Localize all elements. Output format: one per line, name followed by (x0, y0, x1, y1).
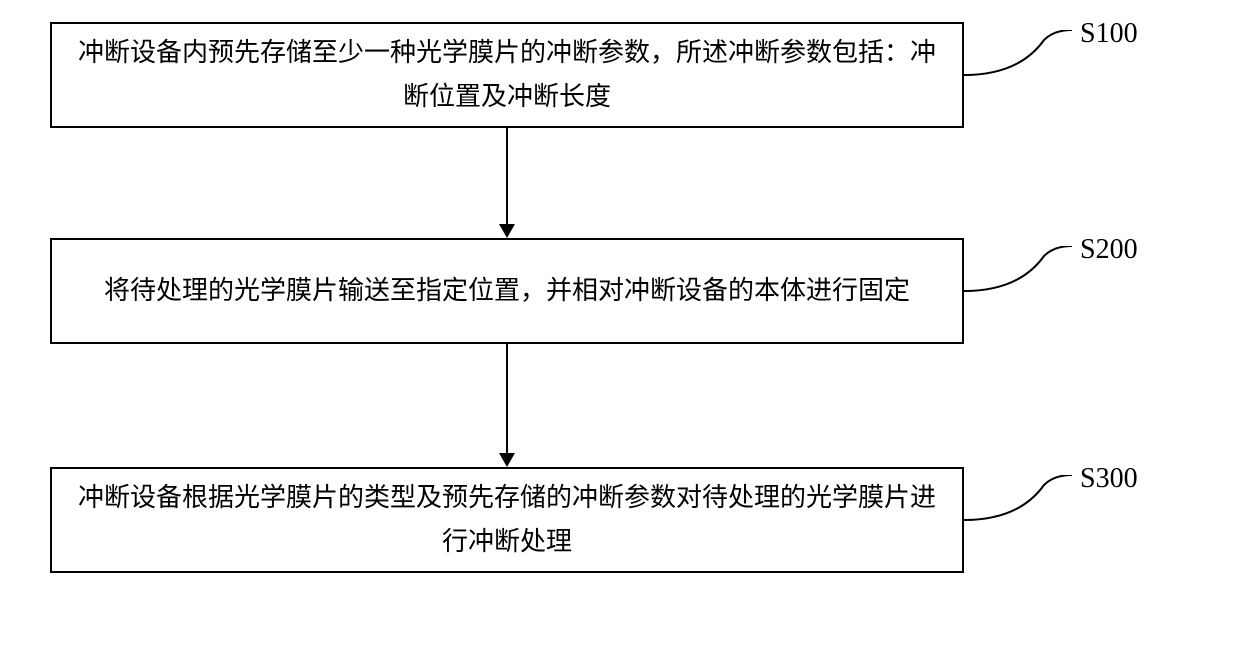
step-label-s300: S300 (1080, 463, 1138, 495)
arrow-head-2 (499, 453, 515, 467)
connector-s300 (964, 475, 1074, 525)
flowchart-container: 冲断设备内预先存储至少一种光学膜片的冲断参数，所述冲断参数包括：冲断位置及冲断长… (0, 0, 1240, 655)
step-label-s200: S200 (1080, 234, 1138, 266)
arrow-head-1 (499, 224, 515, 238)
step-text-s100: 冲断设备内预先存储至少一种光学膜片的冲断参数，所述冲断参数包括：冲断位置及冲断长… (72, 31, 942, 119)
step-box-s100: 冲断设备内预先存储至少一种光学膜片的冲断参数，所述冲断参数包括：冲断位置及冲断长… (50, 22, 964, 128)
step-box-s300: 冲断设备根据光学膜片的类型及预先存储的冲断参数对待处理的光学膜片进行冲断处理 (50, 467, 964, 573)
step-box-s200: 将待处理的光学膜片输送至指定位置，并相对冲断设备的本体进行固定 (50, 238, 964, 344)
arrow-line-1 (506, 128, 508, 224)
connector-s200 (964, 246, 1074, 296)
step-text-s200: 将待处理的光学膜片输送至指定位置，并相对冲断设备的本体进行固定 (104, 269, 910, 313)
connector-s100 (964, 30, 1074, 80)
step-text-s300: 冲断设备根据光学膜片的类型及预先存储的冲断参数对待处理的光学膜片进行冲断处理 (72, 476, 942, 564)
step-label-s100: S100 (1080, 18, 1138, 50)
arrow-line-2 (506, 344, 508, 453)
